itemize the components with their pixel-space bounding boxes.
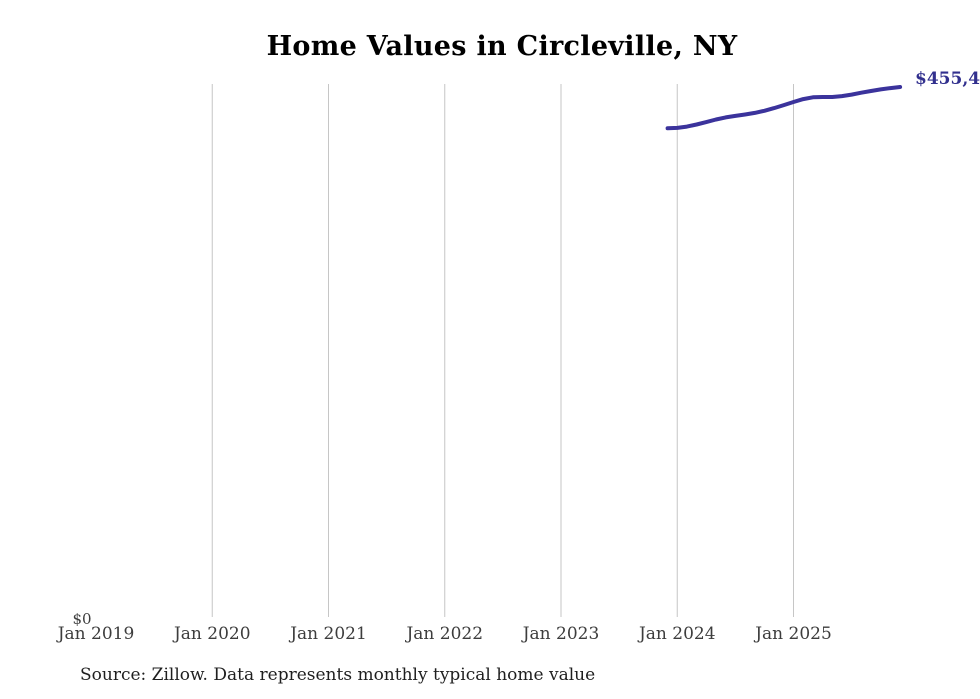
x-axis-tick-label: Jan 2020 [173,624,251,644]
home-value-line [665,85,903,131]
x-axis-tick-label: Jan 2021 [290,624,367,644]
x-axis-tick-label: Jan 2025 [755,624,832,644]
x-axis-tick-label: Jan 2022 [406,624,484,644]
x-axis-tick-label: Jan 2019 [57,624,135,644]
source-note: Source: Zillow. Data represents monthly … [80,665,596,685]
chart-title: Home Values in Circleville, NY [266,31,738,62]
y-axis-zero-label: $0 [72,610,92,628]
x-axis-tick-label: Jan 2024 [638,624,716,644]
x-axis-tick-label: Jan 2023 [522,624,600,644]
series-end-value-label: $455,460 [915,69,980,89]
line-chart-svg [211,84,903,617]
